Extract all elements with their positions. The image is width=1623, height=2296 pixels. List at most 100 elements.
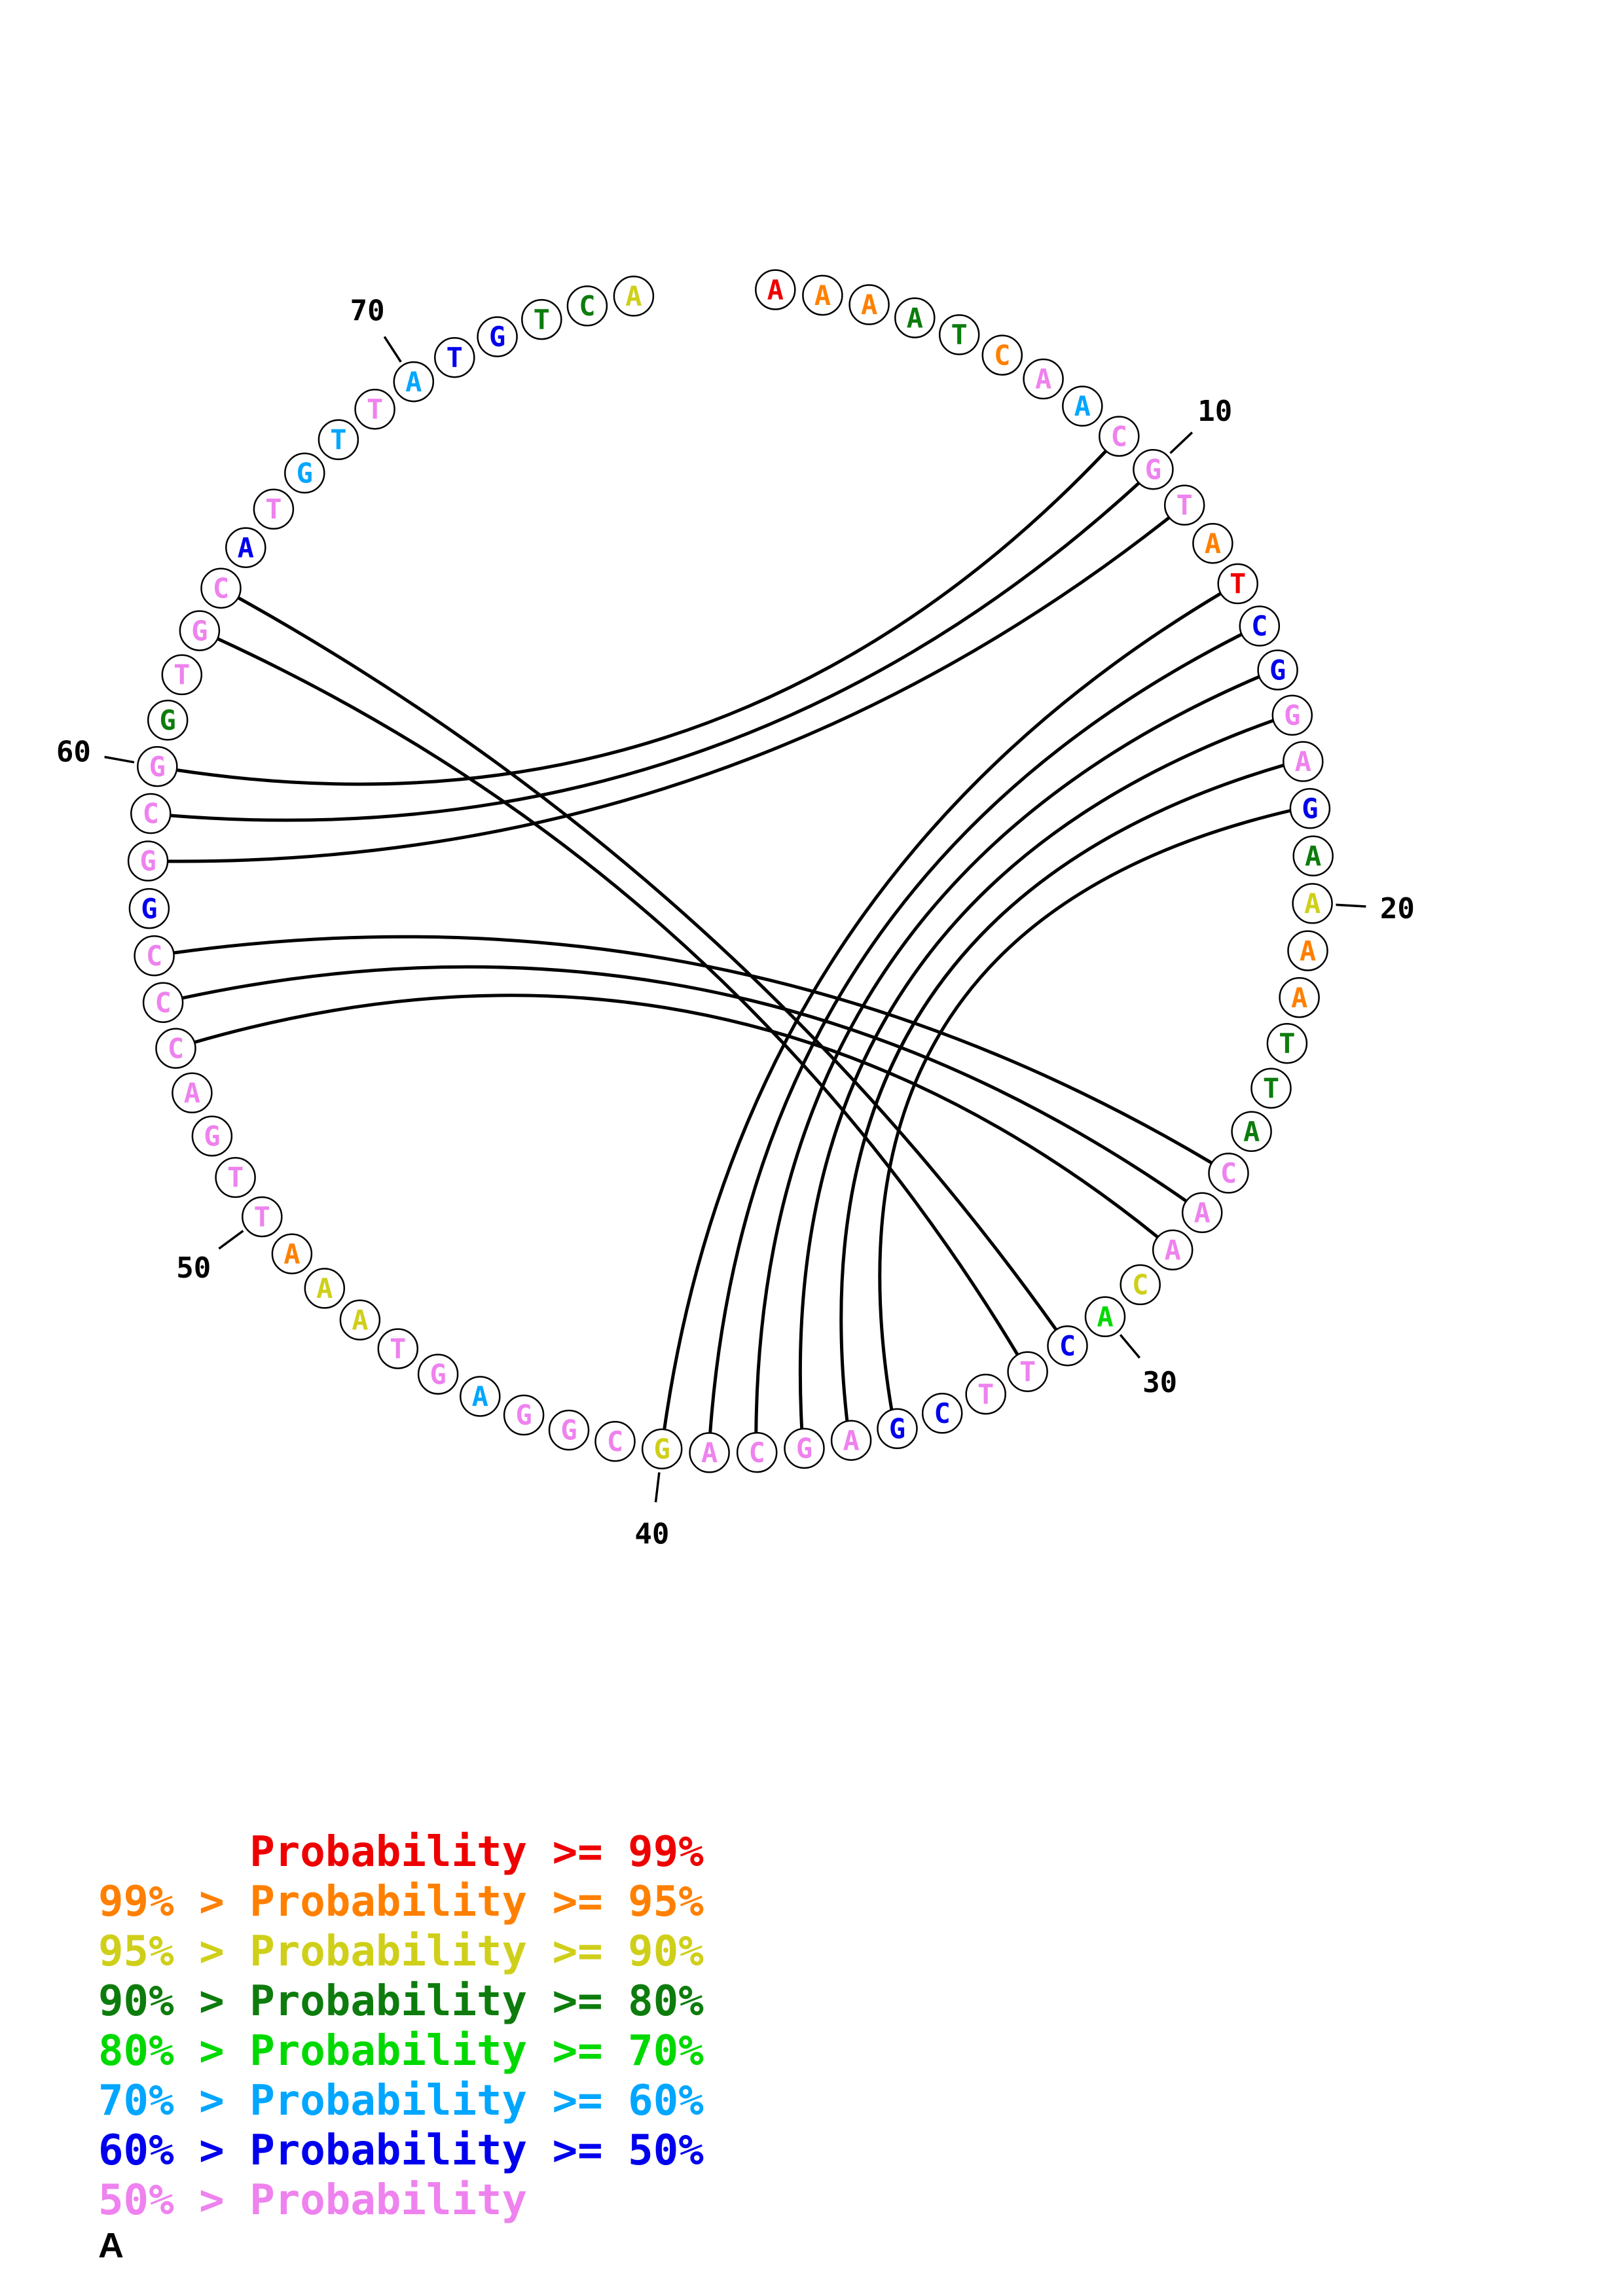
nucleotide-base: C bbox=[1220, 1157, 1237, 1189]
nucleotide-circle bbox=[755, 269, 796, 310]
nucleotide-base: G bbox=[489, 321, 505, 353]
nucleotide-base: A bbox=[472, 1380, 488, 1412]
nucleotide-circle bbox=[1283, 741, 1324, 782]
nucleotide-base: A bbox=[1291, 982, 1307, 1014]
nucleotide-base: T bbox=[534, 304, 550, 336]
nucleotide-circle bbox=[172, 1072, 213, 1114]
position-label: 70 bbox=[350, 295, 385, 328]
nucleotide-circle bbox=[1289, 788, 1331, 829]
nucleotide-circle bbox=[1287, 930, 1328, 971]
base-pair-arc bbox=[175, 449, 1108, 786]
position-tick bbox=[1119, 1334, 1141, 1359]
nucleotide-circle bbox=[130, 793, 172, 834]
nucleotide-circle bbox=[1084, 1296, 1126, 1338]
position-tick bbox=[383, 336, 402, 363]
nucleotide-circle bbox=[784, 1427, 825, 1469]
base-pair-arc bbox=[708, 632, 1244, 1435]
base-pair-arc bbox=[754, 675, 1261, 1435]
position-label: 50 bbox=[176, 1251, 211, 1285]
nucleotide-base: G bbox=[1284, 700, 1300, 732]
nucleotide-base: C bbox=[1111, 420, 1127, 452]
nucleotide-circle bbox=[566, 285, 608, 327]
nucleotide-base: T bbox=[367, 393, 383, 425]
nucleotide-circle bbox=[1271, 694, 1313, 736]
nucleotide-circle bbox=[938, 314, 980, 355]
nucleotide-base: C bbox=[143, 798, 159, 830]
nucleotide-circle bbox=[894, 297, 936, 338]
nucleotide-circle bbox=[981, 334, 1023, 376]
nucleotide-circle bbox=[155, 1028, 196, 1069]
nucleotide-base: A bbox=[1194, 1197, 1211, 1229]
nucleotide-circle bbox=[134, 935, 175, 977]
nucleotide-base: A bbox=[184, 1077, 200, 1109]
nucleotide-circle bbox=[354, 388, 395, 430]
position-label: 40 bbox=[634, 1517, 669, 1551]
nucleotide-base: T bbox=[1279, 1028, 1295, 1060]
base-pair-arc bbox=[798, 719, 1275, 1431]
nucleotide-circle bbox=[225, 527, 266, 568]
position-tick bbox=[654, 1472, 661, 1503]
nucleotide-circle bbox=[1192, 522, 1233, 564]
nucleotide-circle bbox=[1099, 416, 1140, 457]
nucleotide-circle bbox=[137, 745, 178, 787]
nucleotide-circle bbox=[1023, 358, 1064, 400]
nucleotide-circle bbox=[179, 610, 221, 651]
nucleotide-circle bbox=[1279, 977, 1320, 1018]
position-label: 30 bbox=[1142, 1366, 1177, 1399]
nucleotide-base: A bbox=[1243, 1116, 1260, 1148]
position-label: 60 bbox=[56, 735, 91, 768]
nucleotide-base: T bbox=[1263, 1072, 1279, 1104]
base-pair-arc bbox=[878, 809, 1292, 1412]
nucleotide-circle bbox=[1062, 386, 1103, 427]
nucleotide-base: T bbox=[977, 1378, 994, 1410]
nucleotide-circle bbox=[1007, 1351, 1048, 1392]
nucleotide-circle bbox=[1163, 484, 1205, 526]
legend-item-p60: 70% > Probability >= 60% bbox=[98, 2077, 704, 2125]
nucleotide-circle bbox=[304, 1268, 346, 1309]
nucleotide-base: A bbox=[701, 1437, 718, 1469]
nucleotide-base: A bbox=[352, 1304, 368, 1336]
nucleotide-base: G bbox=[191, 615, 208, 647]
nucleotide-circle bbox=[830, 1420, 872, 1461]
nucleotide-base: A bbox=[861, 289, 877, 321]
nucleotide-base: G bbox=[1302, 793, 1318, 825]
nucleotide-circle bbox=[1120, 1264, 1161, 1306]
nucleotide-base: A bbox=[316, 1272, 333, 1304]
nucleotide-circle bbox=[1181, 1192, 1223, 1234]
nucleotide-base: T bbox=[265, 493, 282, 526]
nucleotide-circle bbox=[417, 1354, 459, 1395]
nucleotide-circle bbox=[921, 1393, 963, 1434]
nucleotide-base: T bbox=[330, 424, 346, 456]
nucleotide-circle bbox=[393, 361, 435, 403]
nucleotide-base: G bbox=[1269, 654, 1286, 686]
base-pair-arc bbox=[166, 516, 1171, 863]
nucleotide-circle bbox=[377, 1328, 419, 1369]
nucleotide-base: T bbox=[173, 659, 190, 691]
nucleotide-circle bbox=[736, 1431, 778, 1473]
nucleotide-circle bbox=[127, 840, 169, 882]
nucleotide-base: A bbox=[1097, 1301, 1113, 1333]
nucleotide-base: A bbox=[1205, 528, 1221, 560]
nucleotide-circle bbox=[271, 1233, 313, 1274]
position-label: 20 bbox=[1380, 892, 1415, 925]
legend-item-plt: 50% > Probability bbox=[98, 2176, 528, 2225]
nucleotide-base: C bbox=[1059, 1330, 1076, 1362]
nucleotide-circle bbox=[1266, 1022, 1308, 1064]
nucleotide-base: G bbox=[429, 1358, 446, 1390]
base-pair-arc bbox=[172, 935, 1214, 1165]
nucleotide-base: C bbox=[213, 572, 229, 604]
base-pair-arc bbox=[192, 994, 1159, 1239]
nucleotide-circle bbox=[548, 1409, 590, 1451]
nucleotide-circle bbox=[503, 1394, 545, 1436]
nucleotide-base: G bbox=[141, 893, 157, 925]
nucleotide-circle bbox=[191, 1115, 233, 1157]
nucleotide-circle bbox=[1047, 1325, 1088, 1367]
nucleotide-circle bbox=[965, 1373, 1006, 1415]
nucleotide-base: A bbox=[625, 280, 642, 312]
nucleotide-circle bbox=[460, 1376, 501, 1417]
nucleotide-circle bbox=[242, 1196, 283, 1238]
base-pair-arc bbox=[180, 965, 1188, 1203]
nucleotide-base: T bbox=[390, 1333, 406, 1365]
nucleotide-circle bbox=[521, 298, 562, 340]
legend-item-p70: 80% > Probability >= 70% bbox=[98, 2027, 704, 2075]
